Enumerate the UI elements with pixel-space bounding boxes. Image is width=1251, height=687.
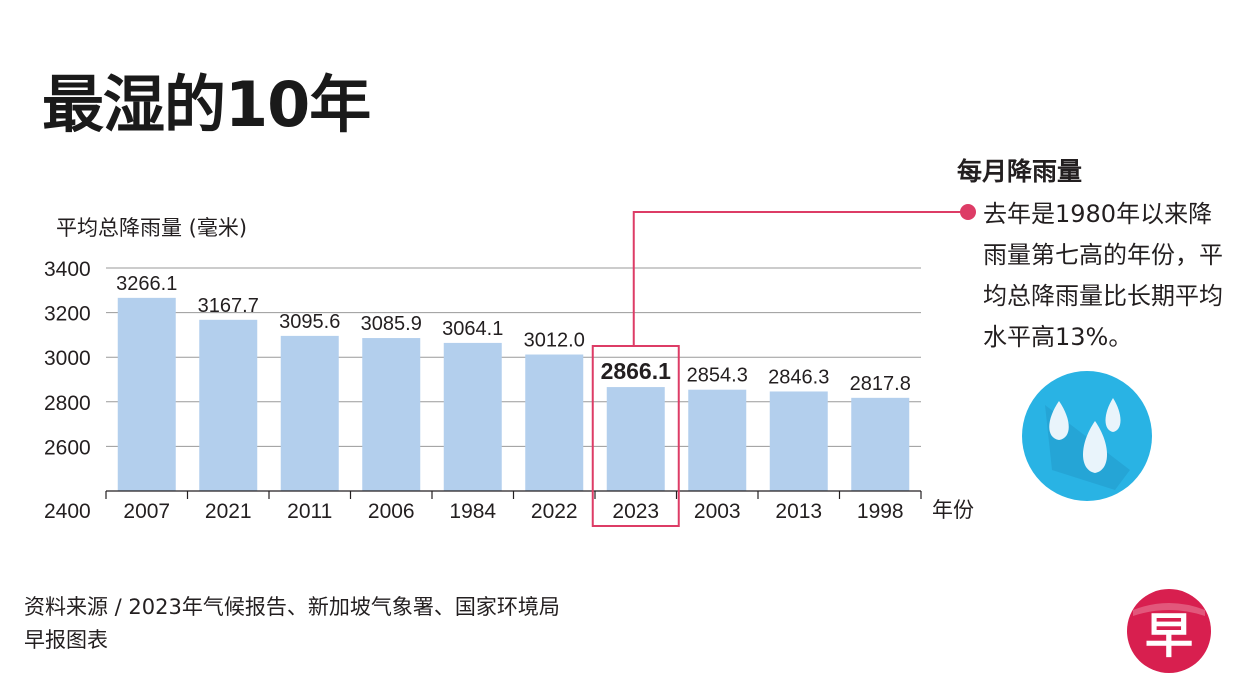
bar-2023 <box>606 387 665 491</box>
logo-text: 早 <box>1144 608 1193 664</box>
x-tick-label: 2011 <box>287 500 332 523</box>
y-tick-label: 3200 <box>44 303 91 326</box>
x-tick-label: 2022 <box>531 500 578 523</box>
y-tick-label: 3000 <box>44 347 91 370</box>
value-label: 2817.8 <box>850 373 911 395</box>
bars <box>117 297 910 491</box>
x-tick-label: 2007 <box>123 500 170 523</box>
value-label: 3064.1 <box>442 318 503 340</box>
x-tick-label: 2021 <box>205 500 252 523</box>
value-labels: 3266.1 3167.7 3095.6 3085.9 3064.1 3012.0 2866… <box>116 273 911 395</box>
x-tick-label: 1984 <box>449 500 496 523</box>
y-tick-label: 2400 <box>44 500 91 523</box>
value-label: 3095.6 <box>279 311 340 333</box>
y-tick-label: 3400 <box>44 258 91 281</box>
bar-2021 <box>199 319 258 491</box>
value-label: 2866.1 <box>601 358 672 384</box>
value-label: 3085.9 <box>361 313 422 335</box>
value-label: 2854.3 <box>687 365 748 387</box>
value-label: 2846.3 <box>768 366 829 388</box>
chart-title: 最湿的10年 <box>42 68 371 141</box>
source-note: 资料来源 / 2023年气候报告、新加坡气象署、国家环境局 <box>24 595 560 619</box>
x-tick-label: 2013 <box>775 500 822 523</box>
value-label: 3012.0 <box>524 330 585 352</box>
y-axis-label: 平均总降雨量 (毫米) <box>56 216 248 240</box>
highlight-callout <box>591 204 976 527</box>
bar-2022 <box>525 354 584 491</box>
x-tick-label: 2006 <box>368 500 415 523</box>
bar-1984 <box>443 342 502 491</box>
bar-2003 <box>688 389 747 491</box>
callout-dot <box>960 204 976 220</box>
x-axis: 2007 2021 2011 2006 1984 2022 2023 2003 2013 1998… <box>105 490 974 523</box>
value-label: 3167.7 <box>198 295 259 317</box>
bar-1998 <box>851 397 910 491</box>
bar-2006 <box>362 338 421 491</box>
y-tick-label: 2800 <box>44 392 91 415</box>
highlight-box <box>591 345 680 527</box>
callout-line <box>632 211 965 346</box>
x-tick-label: 2003 <box>694 500 741 523</box>
bar-2007 <box>117 297 176 491</box>
y-tick-label: 2600 <box>44 436 91 459</box>
side-note-text: 去年是1980年以来降雨量第七高的年份，平均总降雨量比长期平均水平高13%。 <box>983 200 1223 351</box>
bar-2013 <box>769 391 828 491</box>
x-tick-label: 2023 <box>612 500 659 523</box>
bar-2011 <box>280 335 339 491</box>
raindrops-icon <box>1022 371 1152 501</box>
credit-note: 早报图表 <box>24 628 108 652</box>
x-axis-unit: 年份 <box>932 499 974 522</box>
side-note-title: 每月降雨量 <box>957 157 1083 186</box>
y-tick-labels: 2400 2600 2800 3000 3200 3400 <box>44 258 91 523</box>
value-label: 3266.1 <box>116 273 177 295</box>
x-tick-label: 1998 <box>857 500 904 523</box>
zaobao-logo-icon <box>1127 589 1211 673</box>
